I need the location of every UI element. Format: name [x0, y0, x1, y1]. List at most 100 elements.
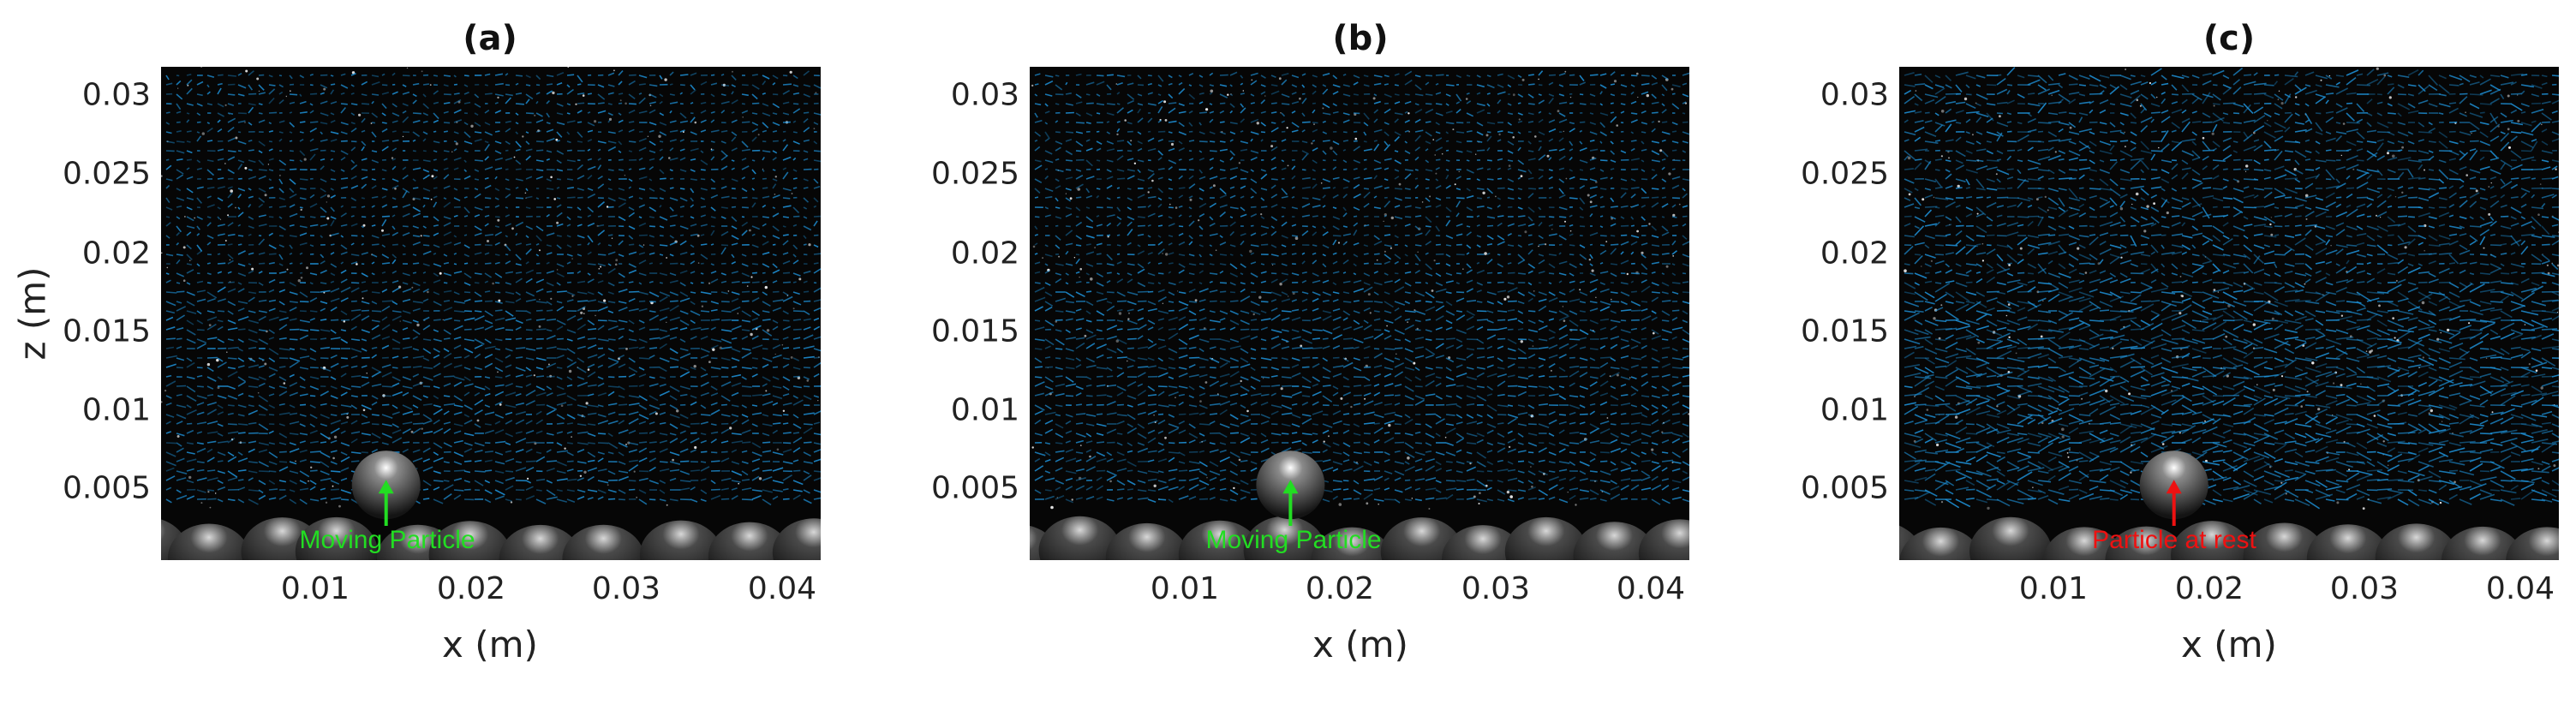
velocity-vector [813, 410, 821, 415]
velocity-vector [1281, 73, 1289, 76]
velocity-vector [1219, 188, 1227, 195]
velocity-vector [1260, 169, 1266, 172]
velocity-vector [176, 231, 181, 236]
velocity-vector [1527, 223, 1535, 227]
tracer-speck [1444, 436, 1447, 439]
velocity-vector [1579, 206, 1584, 211]
velocity-vector [176, 197, 185, 201]
velocity-vector [268, 206, 273, 208]
tracer-speck [430, 198, 433, 200]
velocity-vector [1198, 158, 1204, 161]
velocity-vector [196, 280, 204, 283]
velocity-vector [587, 384, 597, 387]
velocity-vector [391, 197, 397, 200]
velocity-vector [515, 148, 521, 152]
velocity-vector [412, 197, 421, 200]
velocity-vector [1476, 75, 1481, 78]
velocity-vector [731, 382, 742, 387]
velocity-vector [607, 357, 619, 363]
velocity-vector [258, 140, 266, 147]
velocity-vector [422, 466, 433, 472]
velocity-vector [679, 367, 689, 371]
tracer-speck [737, 313, 739, 314]
velocity-vector [628, 373, 636, 378]
velocity-vector [648, 355, 655, 359]
velocity-vector [1322, 244, 1330, 249]
velocity-vector [381, 433, 392, 439]
velocity-vector [648, 216, 655, 218]
velocity-vector [1116, 244, 1121, 247]
velocity-vector [258, 224, 267, 227]
tracer-speck [696, 234, 700, 237]
velocity-vector [741, 290, 750, 293]
tracer-speck [207, 491, 210, 493]
velocity-vector [206, 337, 218, 340]
velocity-vector [751, 458, 761, 462]
velocity-vector [268, 140, 273, 143]
velocity-vector [782, 252, 789, 255]
velocity-vector [248, 204, 252, 208]
velocity-vector [443, 442, 452, 448]
velocity-vector [1147, 147, 1157, 152]
velocity-vector [1641, 148, 1647, 152]
velocity-vector [751, 317, 759, 321]
velocity-vector [1342, 225, 1348, 228]
velocity-vector [1579, 75, 1585, 81]
tracer-speck [1605, 241, 1608, 242]
velocity-vector [330, 439, 338, 444]
velocity-vector [1661, 139, 1666, 142]
velocity-vector [535, 410, 542, 415]
velocity-vector [320, 423, 328, 427]
velocity-vector [556, 223, 564, 227]
velocity-vector [556, 72, 565, 76]
velocity-vector [248, 291, 257, 295]
velocity-vector [1394, 150, 1399, 152]
velocity-vector [803, 385, 810, 388]
tracer-speck [216, 358, 219, 362]
velocity-vector [237, 73, 242, 76]
velocity-vector [782, 260, 791, 265]
velocity-vector [1425, 229, 1431, 236]
velocity-vector [566, 196, 576, 199]
tracer-speck [230, 189, 233, 193]
velocity-vector [741, 110, 749, 114]
velocity-vector [278, 403, 285, 406]
velocity-vector [720, 457, 730, 462]
tracer-speck [239, 441, 242, 444]
velocity-vector [1291, 195, 1295, 199]
velocity-vector [463, 262, 469, 265]
velocity-vector [587, 92, 592, 95]
velocity-vector [1445, 84, 1455, 87]
velocity-vector [597, 140, 607, 144]
velocity-vector [402, 225, 409, 228]
velocity-vector [1270, 111, 1277, 114]
velocity-vector [463, 310, 472, 313]
velocity-vector [186, 429, 194, 434]
velocity-vector [1661, 150, 1669, 158]
velocity-vector [1610, 131, 1614, 134]
velocity-vector [720, 244, 729, 247]
velocity-vector [1240, 140, 1248, 144]
velocity-vector [659, 169, 665, 175]
velocity-vector [248, 159, 256, 164]
velocity-vector [1188, 140, 1195, 142]
velocity-vector [566, 442, 573, 444]
velocity-vector [453, 461, 463, 465]
velocity-vector [320, 487, 326, 491]
velocity-vector [278, 84, 284, 88]
velocity-vector [176, 158, 183, 161]
velocity-vector [165, 486, 172, 491]
velocity-vector [803, 117, 809, 123]
velocity-vector [792, 494, 801, 500]
velocity-vector [577, 336, 586, 340]
velocity-vector [618, 403, 628, 406]
velocity-vector [1075, 235, 1082, 240]
tracer-speck [188, 475, 192, 480]
velocity-vector [474, 112, 479, 116]
velocity-vector [206, 169, 215, 176]
velocity-vector [433, 232, 439, 236]
velocity-vector [762, 150, 771, 153]
tracer-speck [297, 279, 301, 283]
tracer-speck [1073, 257, 1076, 259]
velocity-vector [546, 309, 553, 312]
